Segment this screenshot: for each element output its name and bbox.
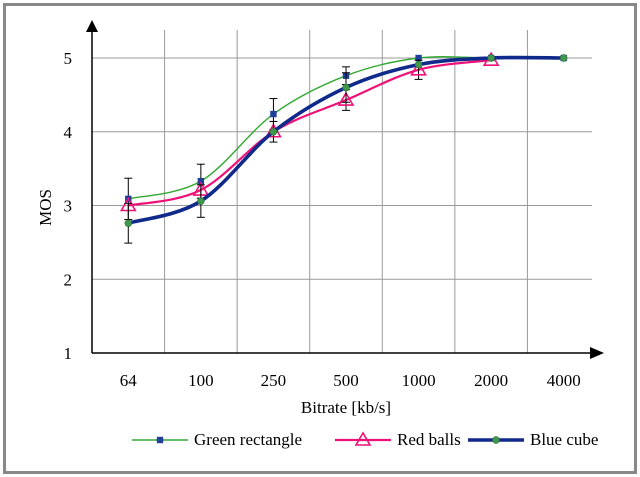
y-tick-label: 2 xyxy=(64,270,73,289)
data-point xyxy=(197,177,205,185)
data-point xyxy=(337,91,355,106)
chart-frame xyxy=(3,3,637,474)
legend-marker xyxy=(354,431,372,446)
tick-labels: 1 2 3 4 5 64 100 250 500 1000 2000 4000 xyxy=(64,49,581,390)
x-tick-label: 500 xyxy=(333,371,359,390)
data-point xyxy=(560,54,568,62)
data-point xyxy=(410,61,427,76)
data-point xyxy=(415,54,422,62)
data-point xyxy=(487,54,495,62)
y-axis-label: MOS xyxy=(36,189,55,226)
y-tick-label: 3 xyxy=(64,197,73,216)
data-point xyxy=(124,219,132,227)
y-tick-label: 1 xyxy=(64,344,73,363)
legend-item-red-balls: Red balls xyxy=(335,430,461,449)
data-point xyxy=(197,197,205,205)
axes xyxy=(86,20,604,359)
legend-item-blue-cube: Blue cube xyxy=(468,430,598,449)
data-point xyxy=(269,128,278,136)
legend: Green rectangle Red balls Blue cube xyxy=(132,430,598,449)
data-point xyxy=(270,110,277,118)
legend-label: Red balls xyxy=(397,430,461,449)
legend-marker xyxy=(156,436,164,444)
x-tick-label: 250 xyxy=(261,371,287,390)
grid xyxy=(92,30,592,353)
x-tick-label: 4000 xyxy=(547,371,581,390)
y-tick-label: 4 xyxy=(64,123,73,142)
y-axis-arrow xyxy=(86,20,98,32)
x-tick-label: 1000 xyxy=(402,371,436,390)
x-tick-label: 100 xyxy=(188,371,214,390)
series-red-balls xyxy=(119,51,500,212)
legend-item-green-rectangle: Green rectangle xyxy=(132,430,302,449)
y-tick-label: 5 xyxy=(64,49,73,68)
legend-label: Green rectangle xyxy=(194,430,302,449)
x-tick-label: 64 xyxy=(120,371,138,390)
series-layer xyxy=(119,51,568,244)
data-point xyxy=(414,60,423,69)
x-tick-label: 2000 xyxy=(474,371,508,390)
x-axis-arrow xyxy=(590,347,604,359)
legend-marker xyxy=(492,436,500,444)
series-blue-cube xyxy=(124,54,568,244)
x-axis-label: Bitrate [kb/s] xyxy=(301,398,391,417)
legend-label: Blue cube xyxy=(530,430,598,449)
data-point xyxy=(342,83,350,92)
